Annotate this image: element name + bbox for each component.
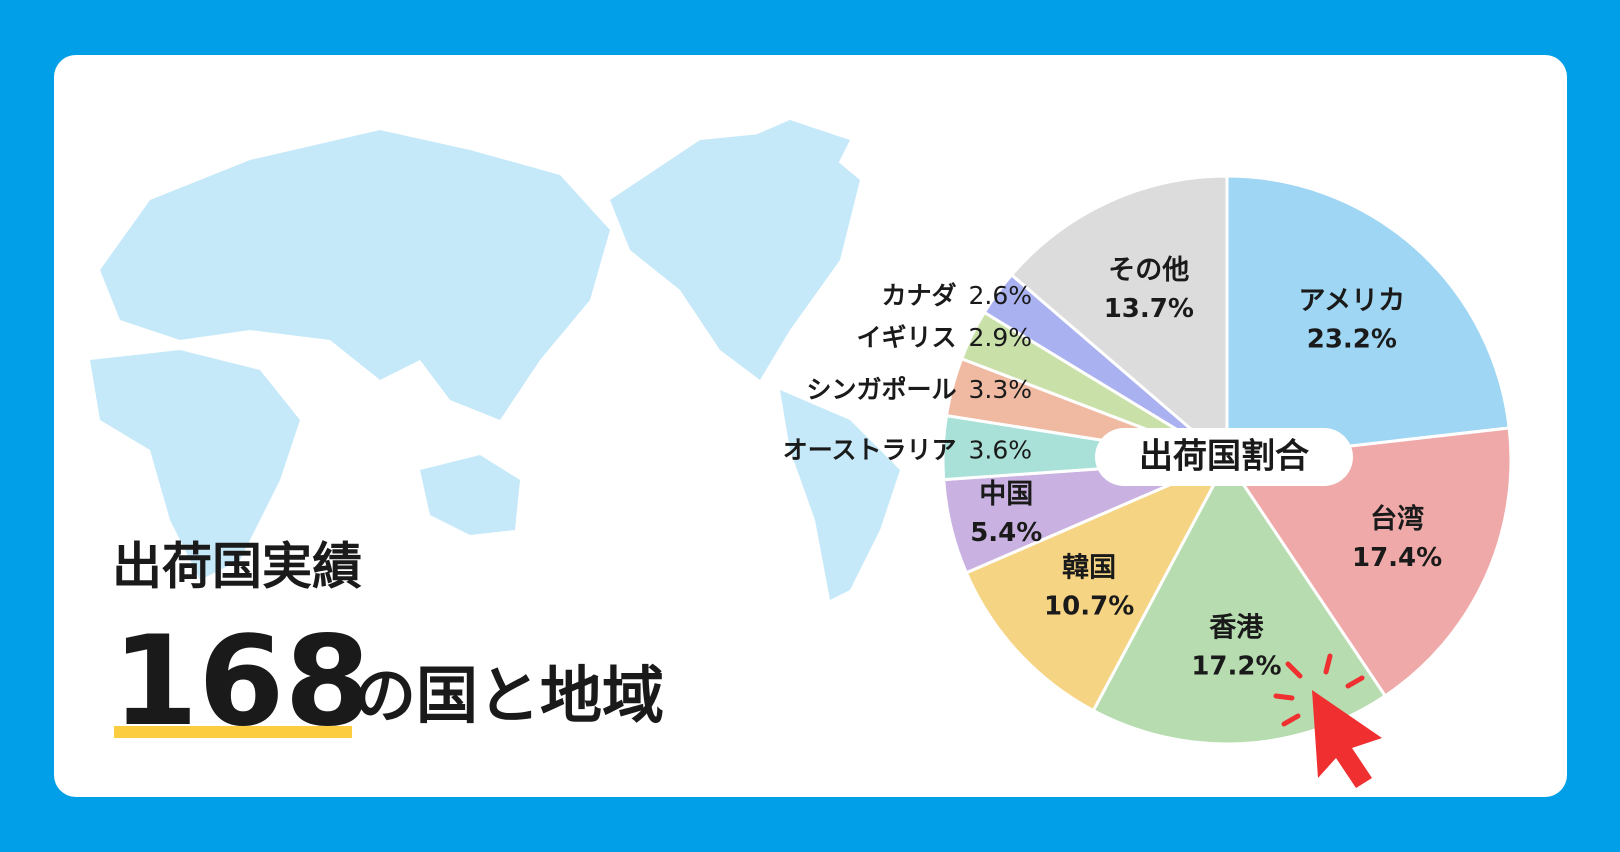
slice-value-label: 2.6% bbox=[968, 281, 1032, 310]
slice-value-label: 3.6% bbox=[968, 436, 1032, 465]
slice-label: オーストラリア 3.6% bbox=[783, 436, 1032, 465]
slice-name: イギリス bbox=[856, 323, 956, 352]
count: 168 bbox=[112, 610, 371, 754]
pie-slice bbox=[964, 456, 1231, 713]
center-pill bbox=[1095, 428, 1353, 486]
world-map bbox=[90, 120, 900, 600]
slice-value-label: 17.2% bbox=[1191, 652, 1281, 682]
chart-title: 出荷国割合 bbox=[1139, 437, 1309, 477]
slice-value-label: 2.9% bbox=[968, 323, 1032, 352]
slice-value-label: 10.7% bbox=[1044, 592, 1134, 622]
slice-label: イギリス 2.9% bbox=[856, 323, 1032, 352]
slice-value-label: 17.4% bbox=[1352, 543, 1442, 573]
slice-name: その他 bbox=[1108, 255, 1189, 286]
pie-slice bbox=[1009, 174, 1229, 464]
count-suffix: の国と地域 bbox=[354, 659, 664, 732]
slice-name: 台湾 bbox=[1370, 503, 1424, 535]
slice-value-label: 3.3% bbox=[968, 375, 1032, 404]
count-underline bbox=[114, 726, 352, 738]
slice-value-label: 5.4% bbox=[970, 518, 1042, 548]
pie-slice bbox=[1091, 457, 1388, 746]
pie-chart: アメリカ 23.2% 台湾 17.4% 香港 17.2% 韓国 10.7% 中国 5.4% オースト… bbox=[783, 174, 1513, 746]
slice-name: 中国 bbox=[979, 479, 1033, 510]
slice-value-label: 13.7% bbox=[1104, 294, 1194, 324]
slice-name: カナダ bbox=[881, 281, 956, 310]
headline: 出荷国実績 bbox=[112, 538, 362, 596]
slice-name: オーストラリア bbox=[783, 436, 957, 465]
slice-name: 香港 bbox=[1209, 613, 1264, 644]
pie-slice bbox=[1224, 426, 1513, 698]
slice-value-label: 23.2% bbox=[1307, 325, 1397, 355]
slice-name: シンガポール bbox=[806, 375, 956, 404]
cursor-icon bbox=[1273, 653, 1382, 788]
slice-label: カナダ 2.6% bbox=[881, 281, 1032, 310]
slice-label: シンガポール 3.3% bbox=[806, 375, 1032, 404]
slice-name: アメリカ bbox=[1299, 286, 1406, 317]
slice-labels: アメリカ 23.2% 台湾 17.4% 香港 17.2% 韓国 10.7% 中国 5.4% オースト… bbox=[783, 255, 1442, 682]
slice-name: 韓国 bbox=[1062, 553, 1116, 584]
pie-slice bbox=[1225, 174, 1511, 462]
